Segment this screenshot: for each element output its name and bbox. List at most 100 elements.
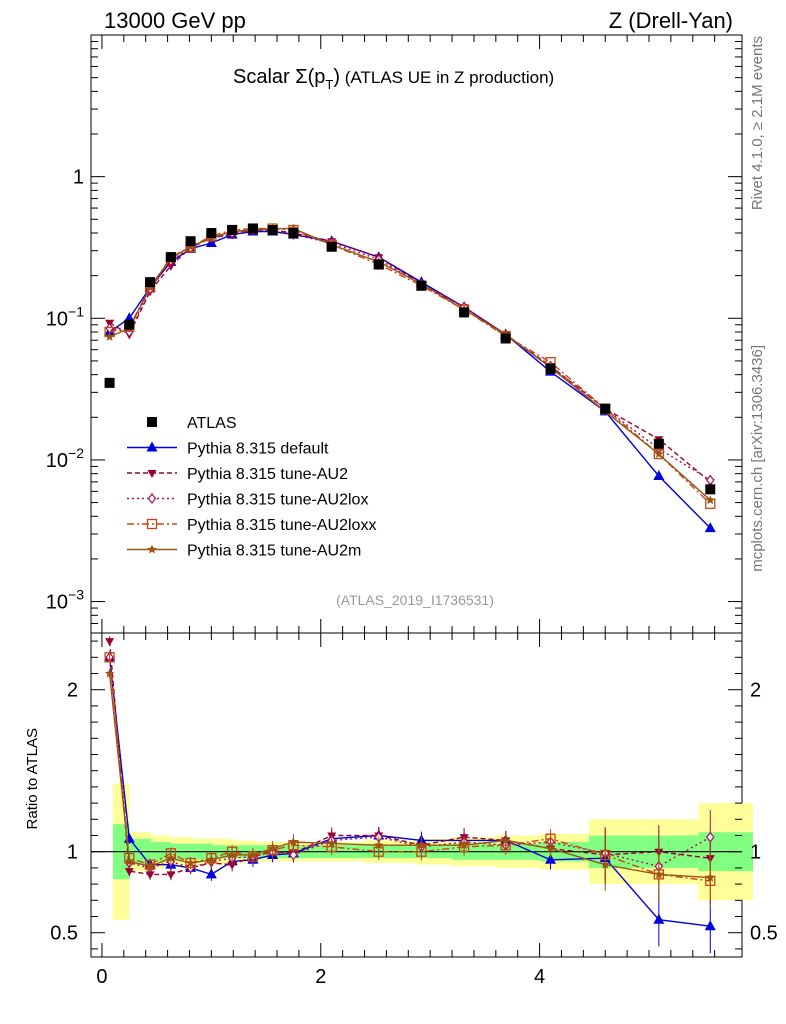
point-data <box>705 484 716 495</box>
point-au2m <box>104 331 115 341</box>
point-au2 <box>166 262 176 271</box>
ratio-point-au2 <box>124 868 134 877</box>
main-ytick-base: 10 <box>46 450 68 472</box>
side-label-top: Rivet 4.1.0, ≥ 2.1M events <box>749 36 766 210</box>
ratio-point-au2m <box>416 840 427 850</box>
ratio-point-default <box>205 868 217 879</box>
ratio-point-au2m <box>288 837 299 846</box>
ratio-ylabel: Ratio to ATLAS <box>24 728 41 829</box>
ratio-ytick-label: 0.5 <box>50 923 78 945</box>
ratio-point-au2m <box>124 856 134 866</box>
ratio-xtick-label: 0 <box>96 966 107 988</box>
point-data <box>373 259 384 270</box>
point-data <box>185 236 196 247</box>
legend-marker-default <box>146 441 158 452</box>
series-line-au2loxx <box>109 227 711 505</box>
main-ytick-exp: −1 <box>68 303 84 319</box>
energy-label: 13000 GeV pp <box>104 8 246 33</box>
point-default <box>653 470 665 481</box>
series-line-au2m <box>109 227 711 501</box>
ratio-point-default <box>653 913 665 924</box>
ratio-point-au2 <box>105 638 115 647</box>
legend-label-au2m: Pythia 8.315 tune-AU2m <box>187 543 361 560</box>
legend-marker-au2m <box>147 544 157 554</box>
legend-label-default: Pythia 8.315 default <box>187 441 329 458</box>
process-label: Z (Drell-Yan) <box>609 8 733 33</box>
legend-marker-data <box>147 417 157 427</box>
point-data <box>165 252 176 263</box>
ratio-line-default <box>108 657 711 927</box>
point-data <box>653 438 664 449</box>
point-data <box>326 241 337 252</box>
ratio-point-au2lox <box>706 831 715 843</box>
title-subscript: T <box>325 77 333 92</box>
ratio-point-au2m <box>145 861 155 871</box>
ratio-ytick-label-right: 0.5 <box>750 923 778 945</box>
main-ytick-exp: −2 <box>68 445 84 461</box>
ratio-point-au2m <box>104 668 115 678</box>
ratio-point-au2m <box>374 840 384 850</box>
ratio-point-au2m <box>166 853 176 863</box>
point-au2m <box>185 241 196 251</box>
legend-marker-au2lox <box>147 493 157 504</box>
ratio-plot-area: 0.5 0.5 1 1 2 2 0 2 4 <box>50 633 778 988</box>
ratio-point-au2m <box>600 859 610 869</box>
point-data <box>459 307 470 318</box>
ratio-point-au2m <box>248 849 258 859</box>
point-data <box>288 228 299 239</box>
main-ytick-base: 10 <box>46 308 68 330</box>
title-rest: (ATLAS UE in Z production) <box>340 68 554 87</box>
ratio-point-au2 <box>227 861 237 870</box>
ratio-xtick-label: 4 <box>534 966 545 988</box>
legend-label-data: ATLAS <box>187 415 237 432</box>
side-label-bottom: mcplots.cern.ch [arXiv:1306.3436] <box>749 345 766 572</box>
ratio-point-au2m <box>705 872 715 882</box>
ratio-ytick-label: 2 <box>67 680 78 702</box>
title-main: Scalar <box>233 66 295 88</box>
ratio-point-default <box>545 853 557 864</box>
ratio-point-au2m <box>654 869 664 879</box>
legend-label-au2lox: Pythia 8.315 tune-AU2lox <box>187 492 368 509</box>
legend-label-au2loxx: Pythia 8.315 tune-AU2loxx <box>187 517 376 534</box>
title-sigma: Σ(p <box>295 66 325 88</box>
ratio-point-default <box>704 920 716 931</box>
point-au2lox <box>706 474 715 486</box>
point-data <box>267 225 278 236</box>
point-data <box>247 223 258 234</box>
point-au2m <box>654 449 664 459</box>
point-data <box>600 403 611 414</box>
main-ytick-exp: −3 <box>68 587 84 603</box>
point-default <box>704 522 716 533</box>
ratio-point-au2 <box>166 871 176 880</box>
ratio-point-au2m <box>459 840 469 850</box>
ratio-point-au2m <box>545 843 556 853</box>
point-data <box>500 333 511 344</box>
ratio-point-au2m <box>500 835 511 845</box>
ratio-point-au2m <box>227 849 237 859</box>
ratio-point-au2 <box>145 871 155 880</box>
main-ytick-label: 10−2 <box>46 445 84 472</box>
analysis-id: (ATLAS_2019_I1736531) <box>336 592 494 608</box>
ratio-ytick-label-right: 1 <box>750 842 761 864</box>
ratio-point-au2lox <box>289 849 298 861</box>
main-ytick-label: 10−3 <box>46 587 84 614</box>
point-data <box>124 319 135 330</box>
legend: ATLAS Pythia 8.315 default Pythia 8.315 tu… <box>127 415 376 560</box>
ratio-panel-frame <box>90 632 743 958</box>
main-ytick-label: 10−1 <box>46 303 84 330</box>
ratio-xtick-label: 2 <box>315 966 326 988</box>
legend-marker-au2 <box>147 470 157 478</box>
point-data <box>416 280 427 291</box>
point-data <box>206 228 217 239</box>
point-data <box>545 363 556 374</box>
point-data <box>145 277 156 288</box>
ratio-point-au2loxx <box>104 652 115 663</box>
ratio-point-au2m <box>267 843 278 853</box>
point-data <box>104 377 115 388</box>
legend-marker-au2loxx <box>146 518 158 530</box>
main-plot-area: 10−310−210−11 <box>46 34 742 634</box>
ratio-point-au2m <box>206 854 217 864</box>
point-au2m <box>705 495 715 505</box>
ratio-point-au2m <box>185 858 196 868</box>
